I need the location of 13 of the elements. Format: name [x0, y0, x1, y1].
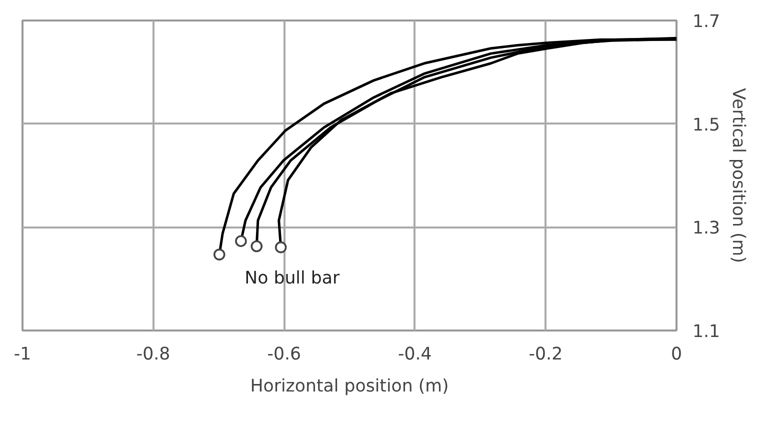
- y-tick-label: 1.1: [692, 322, 720, 342]
- y-tick-label: 1.3: [692, 218, 720, 239]
- y-tick-label: 1.5: [692, 115, 720, 136]
- y-axis-title: Vertical position (m): [728, 88, 748, 263]
- x-tick-label: 0: [670, 344, 682, 364]
- annotation: No bull bar: [244, 268, 340, 288]
- x-tick-label: -0.2: [528, 344, 563, 364]
- x-tick-label: -0.8: [136, 344, 170, 364]
- x-tick-label: -0.6: [267, 344, 302, 364]
- y-tick-label: 1.7: [692, 12, 720, 32]
- x-axis-title: Horizontal position (m): [250, 376, 449, 396]
- x-tick-label: -1: [14, 344, 32, 364]
- x-tick-label: -0.4: [398, 344, 432, 364]
